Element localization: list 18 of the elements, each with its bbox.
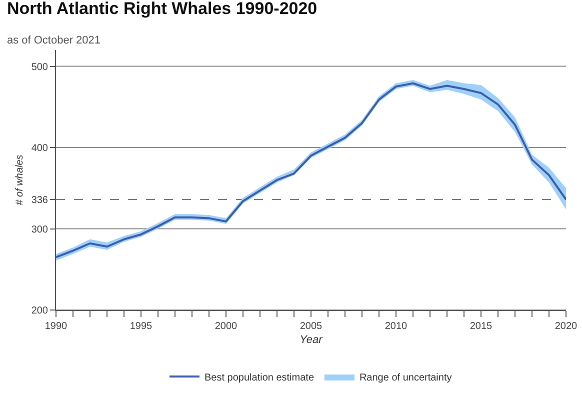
y-tick-label: 336	[31, 195, 48, 206]
x-tick-label: 2000	[214, 321, 238, 332]
y-tick-label: 400	[31, 143, 48, 154]
x-tick-label: 2020	[554, 321, 578, 332]
text: Range of uncertainty	[359, 372, 452, 384]
x-tick-label: 2015	[470, 321, 493, 332]
x-tick-label: 1990	[44, 321, 68, 332]
legend-label: Best population estimate	[204, 372, 314, 384]
x-tick-label: 1995	[130, 321, 153, 332]
y-tick-label: 300	[31, 224, 48, 236]
y-tick-label: 500	[31, 62, 48, 73]
x-tick-label: 2010	[384, 321, 408, 332]
chart-subtitle: as of October 2021	[6, 34, 101, 46]
y-tick-label: 200	[31, 306, 48, 316]
y-axis-title: # of whales	[14, 154, 26, 206]
x-tick-label: 2005	[300, 321, 323, 332]
x-axis-title: Year	[300, 334, 324, 346]
chart-title: North Atlantic Right Whales 1990-2020	[6, 0, 318, 18]
